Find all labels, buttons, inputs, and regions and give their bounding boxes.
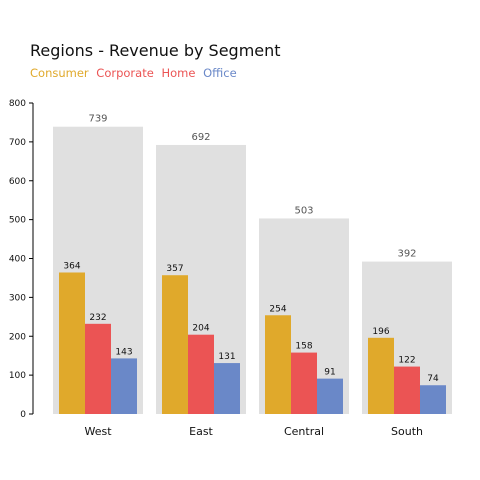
bar-home-office-central	[317, 378, 343, 414]
plot-area: 739 364 232 143 West 692 357 204 131 East 503 254 15…	[9, 99, 452, 438]
bar-consumer-west	[59, 272, 85, 414]
y-tick-label-500: 500	[9, 216, 26, 226]
bar-corporate-central	[291, 352, 317, 414]
x-tick-label-west: West	[84, 425, 112, 438]
y-tick-label-800: 800	[9, 99, 26, 109]
value-label-home-office-west: 143	[115, 347, 132, 357]
x-tick-label-south: South	[391, 425, 423, 438]
bar-corporate-east	[188, 334, 214, 414]
bar-home-office-west	[111, 358, 137, 414]
value-label-consumer-west: 364	[63, 261, 80, 271]
y-tick-label-200: 200	[9, 332, 26, 342]
y-tick-label-400: 400	[9, 255, 26, 265]
value-label-corporate-west: 232	[89, 313, 106, 323]
value-label-consumer-south: 196	[372, 327, 389, 337]
value-label-home-office-east: 131	[218, 352, 235, 362]
bar-consumer-east	[162, 275, 188, 414]
value-label-corporate-south: 122	[398, 356, 415, 366]
y-tick-label-600: 600	[9, 177, 26, 187]
y-tick-label-700: 700	[9, 138, 26, 148]
value-label-consumer-central: 254	[269, 304, 286, 314]
total-label-south: 392	[397, 249, 416, 260]
legend-office: Office	[203, 66, 237, 80]
bar-home-office-east	[214, 363, 240, 414]
value-label-home-office-central: 91	[324, 368, 335, 378]
value-label-consumer-east: 357	[166, 264, 183, 274]
y-tick-label-300: 300	[9, 293, 26, 303]
y-tick-label-100: 100	[9, 371, 26, 381]
total-label-central: 503	[294, 205, 313, 216]
bar-consumer-central	[265, 315, 291, 414]
total-label-east: 692	[191, 132, 210, 143]
bar-consumer-south	[368, 337, 394, 414]
y-tick-label-0: 0	[20, 410, 26, 420]
value-label-corporate-central: 158	[295, 342, 312, 352]
bar-home-office-south	[420, 385, 446, 414]
x-tick-label-east: East	[189, 425, 213, 438]
legend-corporate: Corporate	[96, 66, 154, 80]
x-tick-label-central: Central	[284, 425, 324, 438]
chart-title: Regions - Revenue by Segment	[30, 41, 281, 60]
value-label-home-office-south: 74	[427, 374, 439, 384]
value-label-corporate-east: 204	[192, 324, 209, 334]
legend-consumer: Consumer	[30, 66, 89, 80]
bar-corporate-west	[85, 323, 111, 414]
legend: Consumer Corporate Home Office	[30, 66, 237, 80]
legend-home: Home	[161, 66, 195, 80]
total-label-west: 739	[88, 114, 107, 125]
bar-corporate-south	[394, 366, 420, 414]
